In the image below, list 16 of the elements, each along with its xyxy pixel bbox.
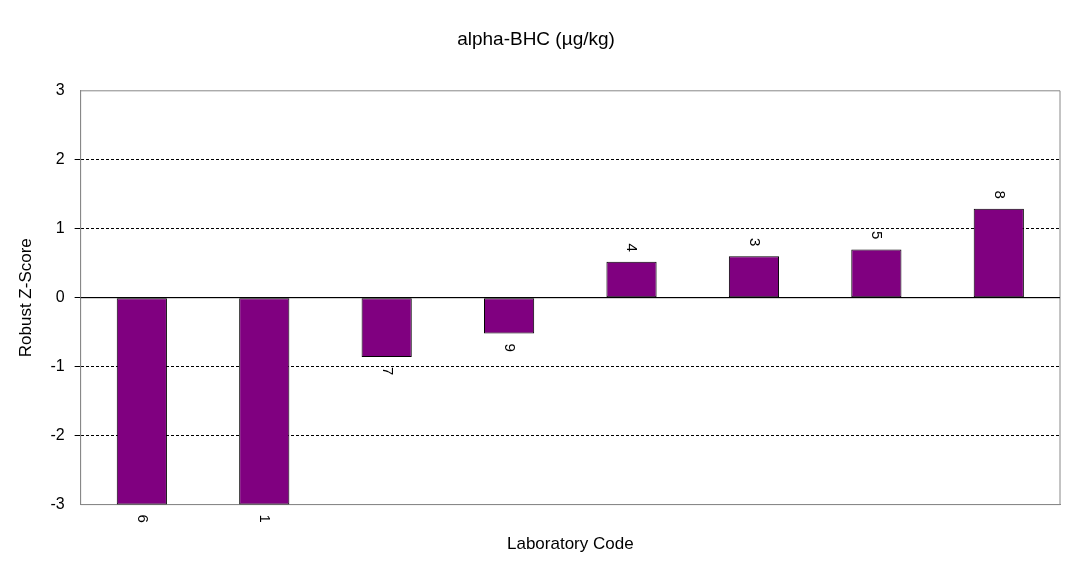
x-tick-label: 8: [991, 190, 1009, 199]
x-tick-label: 4: [624, 243, 642, 252]
y-tick-label: 0: [55, 288, 65, 306]
y-tick-label: -3: [50, 495, 65, 513]
x-tick-label: 5: [869, 231, 887, 240]
y-tick-label: 2: [55, 150, 65, 168]
x-tick-label: 6: [134, 514, 152, 523]
x-axis-title: Laboratory Code: [506, 534, 634, 554]
x-tick-label: 3: [746, 237, 764, 247]
y-tick-label: 3: [55, 81, 65, 99]
chart-title: alpha-BHC (µg/kg): [457, 27, 615, 49]
x-tick-label: 9: [501, 343, 519, 352]
y-axis-title: Robust Z-Score: [15, 238, 35, 358]
y-tick-label: -2: [50, 426, 65, 444]
x-tick-label: 7: [379, 367, 397, 376]
y-tick-label: -1: [50, 357, 65, 375]
